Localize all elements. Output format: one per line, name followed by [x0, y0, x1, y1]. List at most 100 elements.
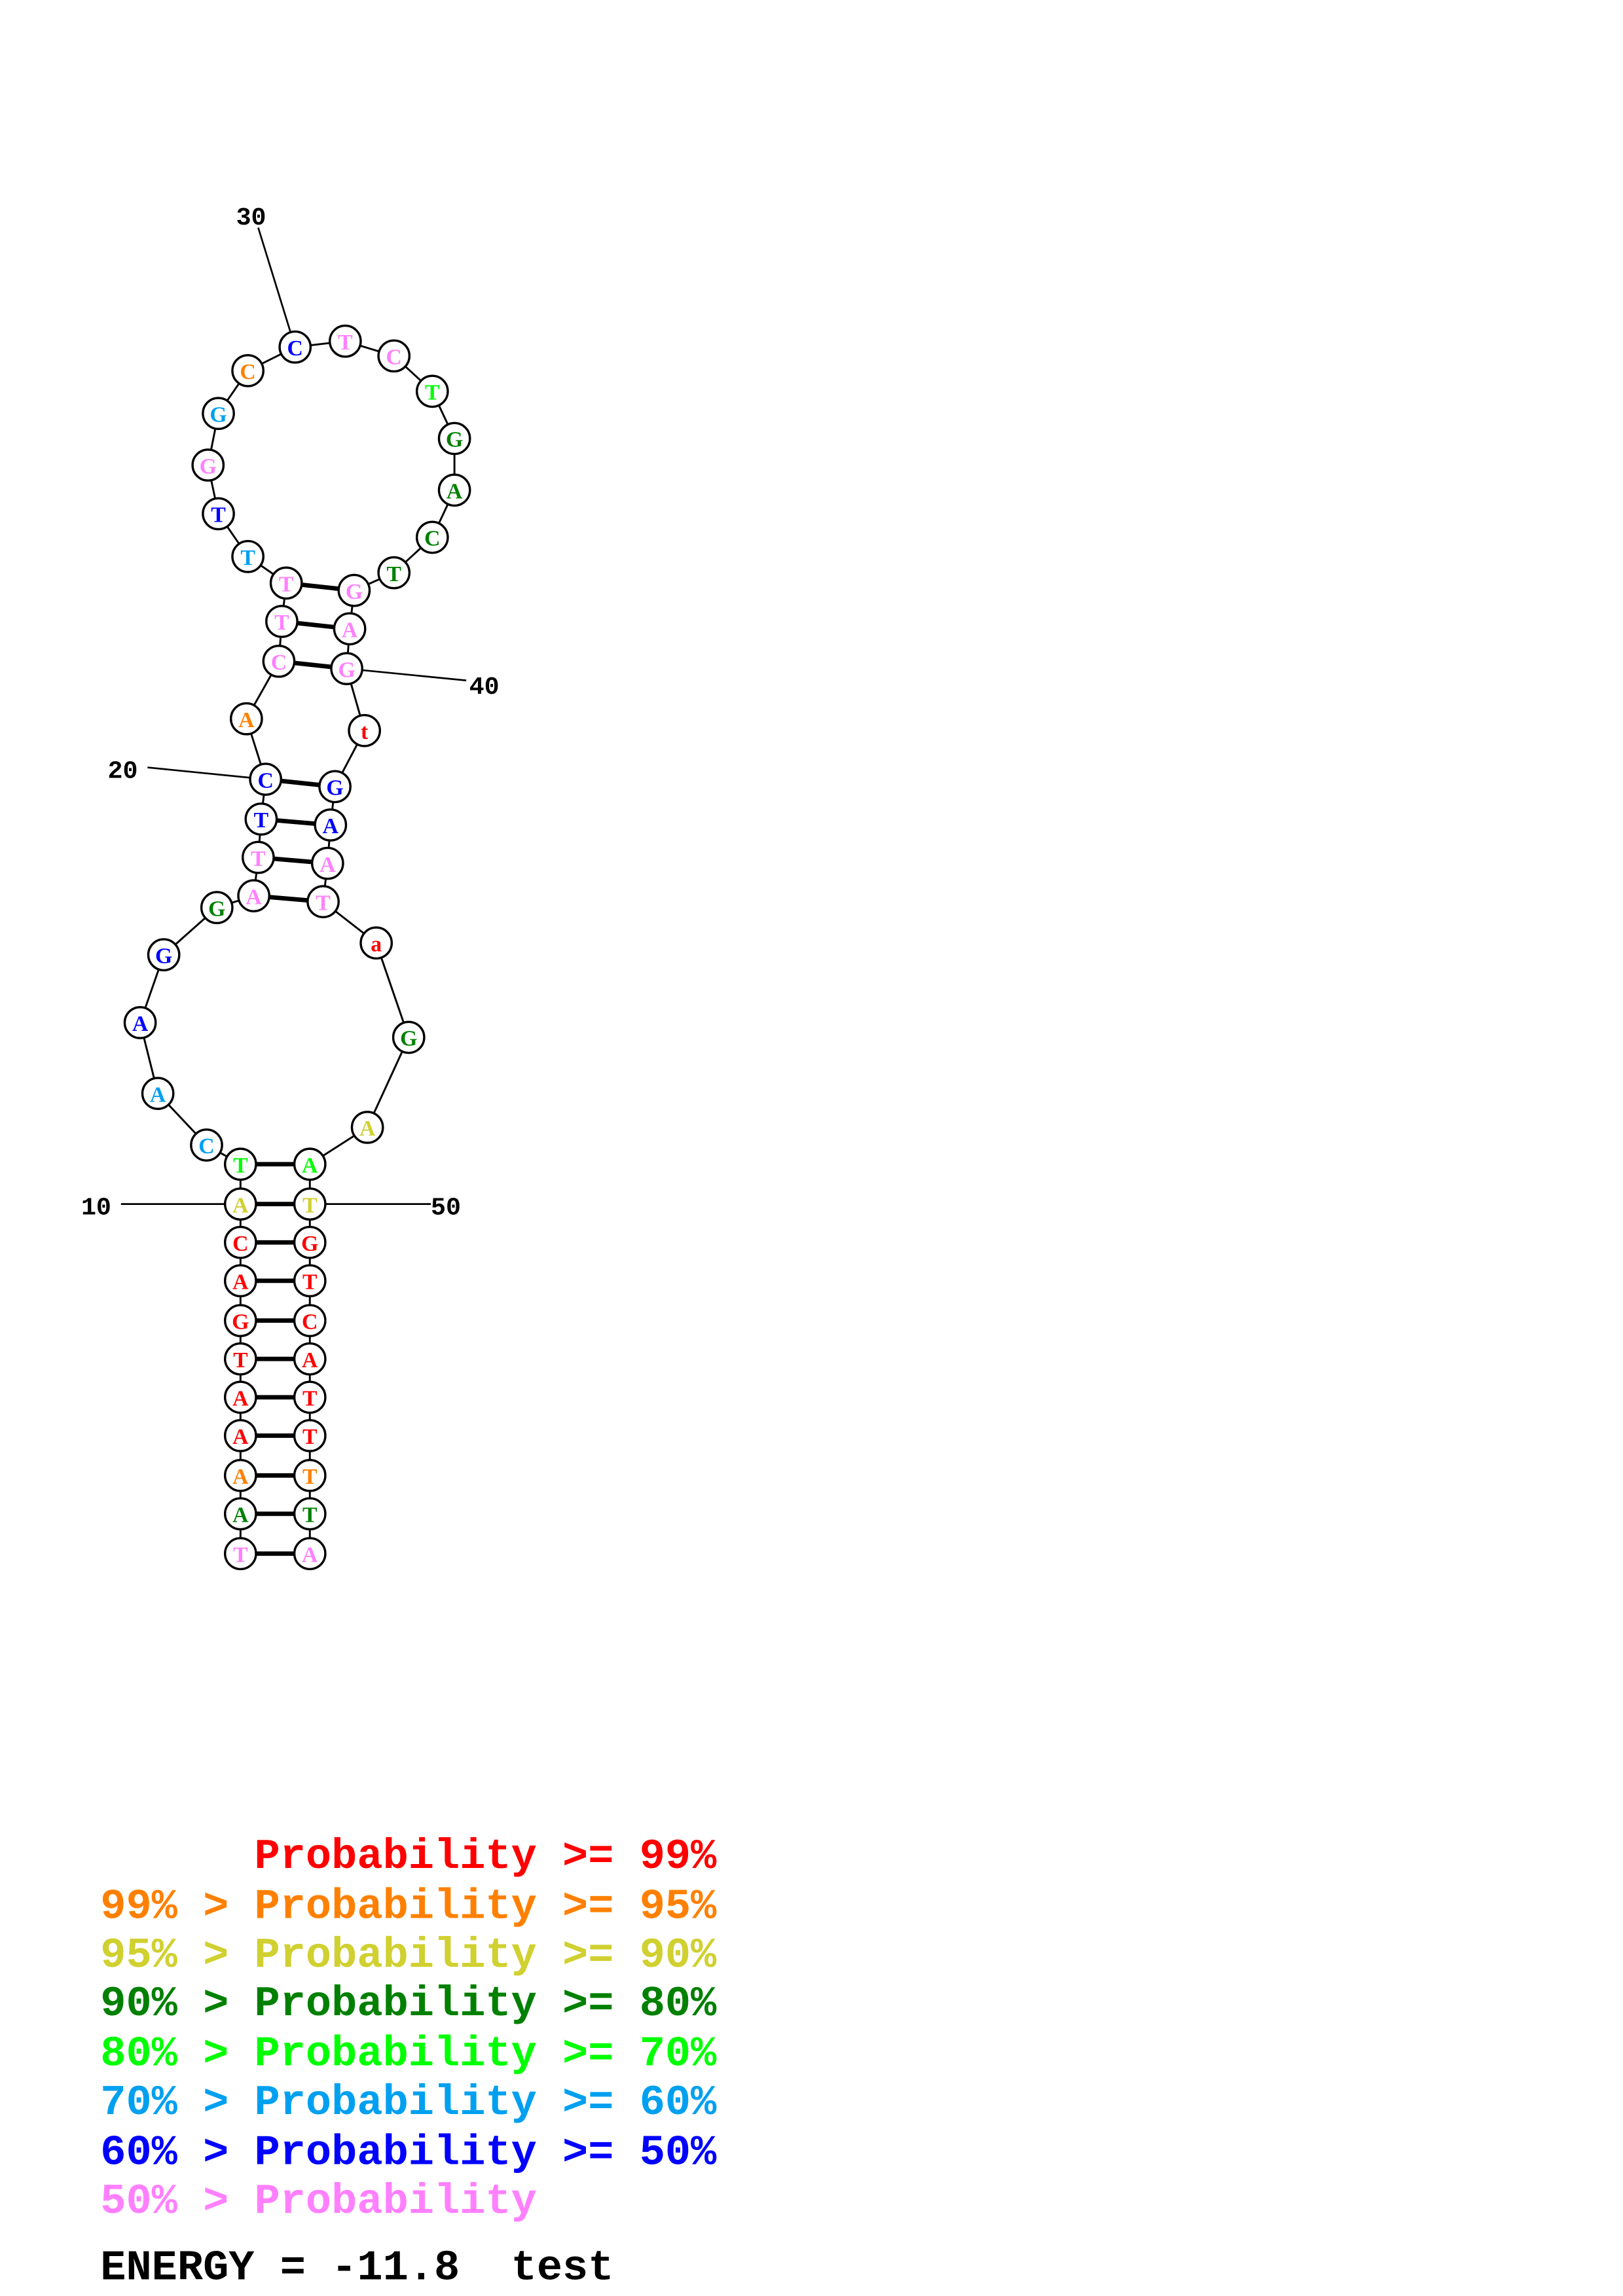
legend-entry: Probability >= 99% — [100, 1833, 717, 1881]
position-labels: 10 20 30 40 50 — [81, 204, 500, 1222]
nucleotide-letter: T — [240, 546, 255, 570]
legend-entry: 70% > Probability >= 60% — [100, 2079, 717, 2127]
nucleotide-letter: G — [346, 580, 363, 604]
nucleotide-letter: A — [150, 1083, 166, 1107]
nucleotide-letter: G — [232, 1310, 249, 1334]
nucleotide-letter: C — [257, 768, 273, 793]
nucleotide: G — [337, 573, 371, 607]
nucleotide-letter: A — [447, 480, 463, 504]
position-label: 30 — [236, 204, 266, 232]
nucleotide-letter: A — [342, 618, 358, 642]
nucleotide-letter: A — [302, 1348, 318, 1372]
probability-legend: Probability >= 99%99% > Probability >= 9… — [100, 1833, 717, 2226]
nucleotide: C — [415, 520, 449, 554]
nucleotide-letter: T — [233, 1348, 248, 1372]
nucleotide-letter: T — [338, 331, 353, 355]
nucleotide-letter: T — [302, 1503, 318, 1528]
nucleotide-circle — [293, 1264, 327, 1298]
nucleotide: G — [223, 1304, 257, 1338]
nucleotide-circle — [269, 566, 303, 600]
nucleotide-circle — [337, 573, 371, 607]
position-label: 50 — [431, 1193, 461, 1222]
nucleotide-circle — [293, 1225, 327, 1259]
nucleotide-letter: T — [279, 573, 294, 597]
nucleotide-letter: A — [302, 1543, 318, 1568]
nucleotide: C — [262, 644, 296, 678]
nucleotide-circle — [202, 497, 235, 531]
nucleotide: G — [202, 397, 235, 431]
nucleotide-letter: G — [400, 1027, 417, 1051]
nucleotide-circle — [223, 1380, 257, 1414]
nucleotide-circle — [237, 879, 270, 912]
nucleotide: C — [249, 762, 283, 796]
nucleotide-letter: G — [326, 776, 343, 800]
nucleotide: G — [293, 1225, 327, 1259]
nucleotide-circle — [293, 1147, 327, 1181]
nucleotide-letter: T — [302, 1193, 318, 1217]
nucleotide: A — [293, 1342, 327, 1376]
nucleotide-letter: T — [233, 1154, 248, 1178]
position-label-line — [147, 766, 266, 780]
position-label: 10 — [81, 1193, 111, 1222]
nucleotide-circle — [223, 1264, 257, 1298]
nucleotide: T — [293, 1264, 327, 1298]
nucleotide-circle — [242, 840, 275, 874]
nucleotide-letter: T — [302, 1270, 318, 1295]
nucleotide-circle — [231, 539, 264, 573]
legend-entry: 80% > Probability >= 70% — [100, 2030, 717, 2079]
nucleotide-letter: A — [232, 1425, 249, 1449]
nucleotide-letter: G — [155, 944, 172, 969]
nucleotide-circle — [415, 374, 449, 408]
nucleotide-circle — [350, 1111, 384, 1144]
nucleotide: G — [191, 448, 225, 482]
nucleotide-circle — [249, 762, 283, 796]
nucleotide: A — [310, 846, 344, 880]
nucleotide: G — [392, 1020, 426, 1054]
nucleotide-circle — [147, 938, 181, 972]
nucleotide-circle — [333, 612, 367, 646]
nucleotide: A — [223, 1264, 257, 1298]
nucleotide-letter: C — [271, 651, 287, 675]
nucleotide-letter: T — [386, 562, 401, 586]
nucleotide-letter: G — [446, 428, 463, 452]
nucleotide: T — [202, 497, 235, 531]
nucleotide-circle — [191, 448, 225, 482]
nucleotide: T — [269, 566, 303, 600]
nucleotide-circle — [310, 846, 344, 880]
nucleotide-letter: A — [323, 814, 339, 838]
nucleotide: T — [242, 840, 275, 874]
nucleotide-letter: A — [359, 1117, 376, 1141]
nucleotide-letter: T — [302, 1465, 318, 1489]
nucleotide: G — [200, 891, 234, 925]
nucleotide-circle — [265, 605, 299, 638]
nucleotide: T — [223, 1342, 257, 1376]
nucleotide-circle — [293, 1537, 327, 1571]
nucleotide: t — [348, 713, 382, 747]
nucleotide-circle — [190, 1128, 223, 1162]
nucleotide-circle — [230, 702, 263, 736]
nucleotide-letter: T — [211, 503, 226, 528]
nucleotide-letter: t — [361, 720, 369, 744]
nucleotide: C — [377, 339, 411, 373]
nucleotide: A — [223, 1497, 257, 1531]
nucleotide-circle — [223, 1225, 257, 1259]
nucleotide-letter: a — [371, 932, 382, 956]
nucleotide-circle — [293, 1458, 327, 1492]
nucleotide-circle — [437, 422, 471, 456]
nucleotide-circle — [223, 1187, 257, 1221]
nucleotide-circle — [377, 556, 411, 590]
nucleotide-letter: T — [233, 1543, 248, 1568]
nucleotide: G — [330, 652, 363, 685]
nucleotide-letter: T — [254, 808, 269, 833]
nucleotide-circle — [330, 652, 363, 685]
nucleotide-letter: A — [232, 1193, 249, 1217]
nucleotide-circle — [293, 1187, 327, 1221]
nucleotide: T — [231, 539, 264, 573]
nucleotide-letter: T — [425, 381, 440, 405]
nucleotide-letter: C — [198, 1134, 214, 1158]
nucleotide: C — [223, 1225, 257, 1259]
nucleotide-circle — [231, 353, 264, 387]
nucleotide: C — [231, 353, 264, 387]
nucleotide-circle — [200, 891, 234, 925]
nucleotide-letter: C — [240, 360, 255, 384]
